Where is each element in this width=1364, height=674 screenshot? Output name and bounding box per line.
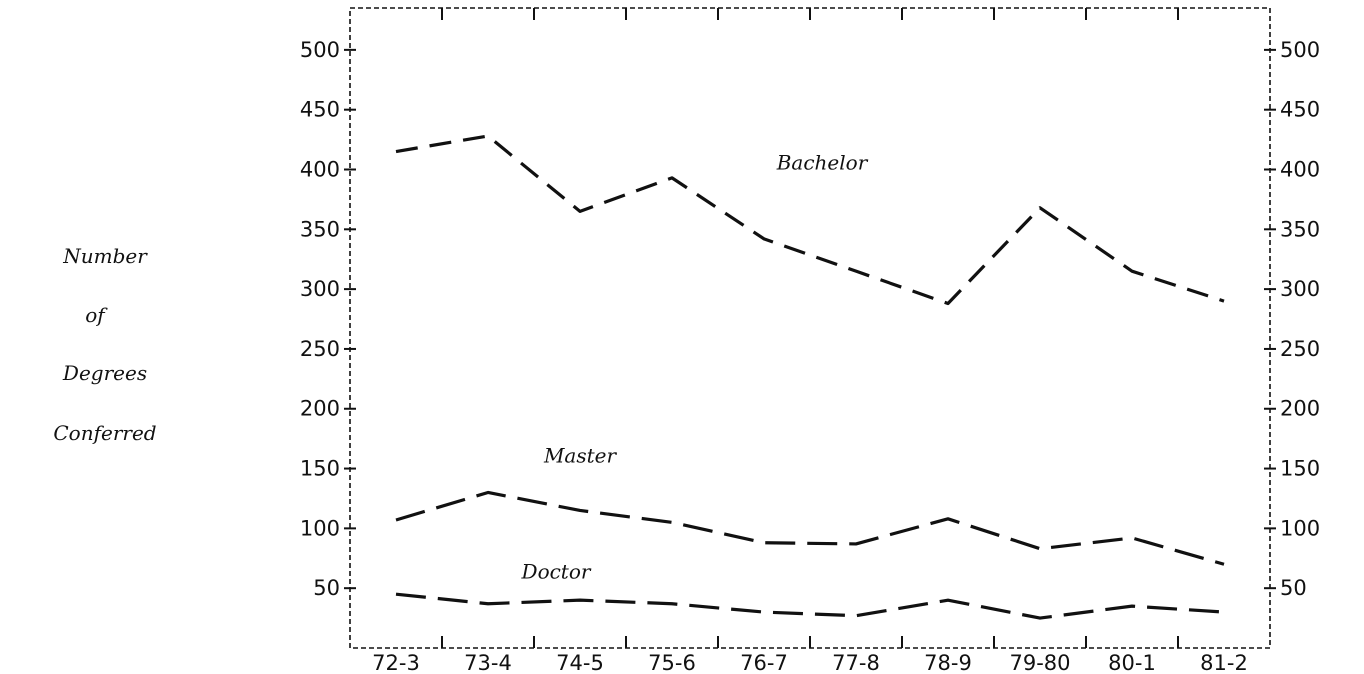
right-y-tick-label: 100 <box>1280 516 1320 540</box>
left-y-tick-label: 450 <box>300 98 340 122</box>
right-y-tick-label: 400 <box>1280 157 1320 181</box>
x-axis-tick-labels: 72-3 73-4 74-5 75-6 76-7 77-8 78-9 79-80 80-1 81-… <box>372 651 1248 674</box>
x-axis-ticks <box>441 636 1179 648</box>
right-y-tick-label: 450 <box>1280 98 1320 122</box>
left-y-tick-label: 50 <box>313 576 340 600</box>
x-tick-label: 76-7 <box>740 651 788 674</box>
left-y-tick-label: 300 <box>300 277 340 301</box>
left-y-tick-label: 200 <box>300 397 340 421</box>
right-y-tick-label: 50 <box>1280 576 1307 600</box>
right-y-tick-label: 250 <box>1280 337 1320 361</box>
left-y-tick-label: 500 <box>300 38 340 62</box>
plot-frame <box>349 7 1271 649</box>
x-tick-label: 79-80 <box>1009 651 1070 674</box>
x-tick-label: 72-3 <box>372 651 420 674</box>
series-label-master: Master <box>543 444 618 468</box>
x-tick-label: 73-4 <box>464 651 512 674</box>
right-y-tick-label: 500 <box>1280 38 1320 62</box>
y-axis-label-line: Degrees <box>62 361 147 385</box>
series-line-bachelor <box>395 134 1225 306</box>
y-axis-label-line: of <box>85 303 108 327</box>
y-axis-label: Number of Degrees Conferred <box>53 244 156 445</box>
series-label-bachelor: Bachelor <box>776 150 869 174</box>
x-tick-label: 78-9 <box>924 651 972 674</box>
right-y-tick-label: 350 <box>1280 217 1320 241</box>
top-axis-ticks <box>441 8 1179 20</box>
series-lines <box>395 134 1225 620</box>
series-line-master <box>395 490 1225 566</box>
left-y-axis: 50 100 150 200 250 300 350 400 450 500 <box>300 38 356 600</box>
x-tick-label: 75-6 <box>648 651 696 674</box>
series-label-doctor: Doctor <box>521 560 592 584</box>
x-tick-label: 81-2 <box>1200 651 1248 674</box>
left-y-tick-label: 350 <box>300 217 340 241</box>
x-tick-label: 77-8 <box>832 651 880 674</box>
right-y-tick-label: 300 <box>1280 277 1320 301</box>
y-axis-label-line: Conferred <box>53 421 156 445</box>
series-line-doctor <box>395 592 1225 620</box>
left-y-tick-label: 150 <box>300 457 340 481</box>
left-y-tick-label: 250 <box>300 337 340 361</box>
right-y-axis: 50 100 150 200 250 300 350 400 450 500 <box>1264 38 1320 600</box>
left-y-tick-label: 400 <box>300 157 340 181</box>
x-tick-label: 80-1 <box>1108 651 1156 674</box>
left-y-tick-label: 100 <box>300 516 340 540</box>
right-y-tick-label: 200 <box>1280 397 1320 421</box>
y-axis-label-line: Number <box>62 244 148 268</box>
x-tick-label: 74-5 <box>556 651 604 674</box>
right-y-tick-label: 150 <box>1280 457 1320 481</box>
series-labels: Bachelor Master Doctor <box>521 150 869 583</box>
